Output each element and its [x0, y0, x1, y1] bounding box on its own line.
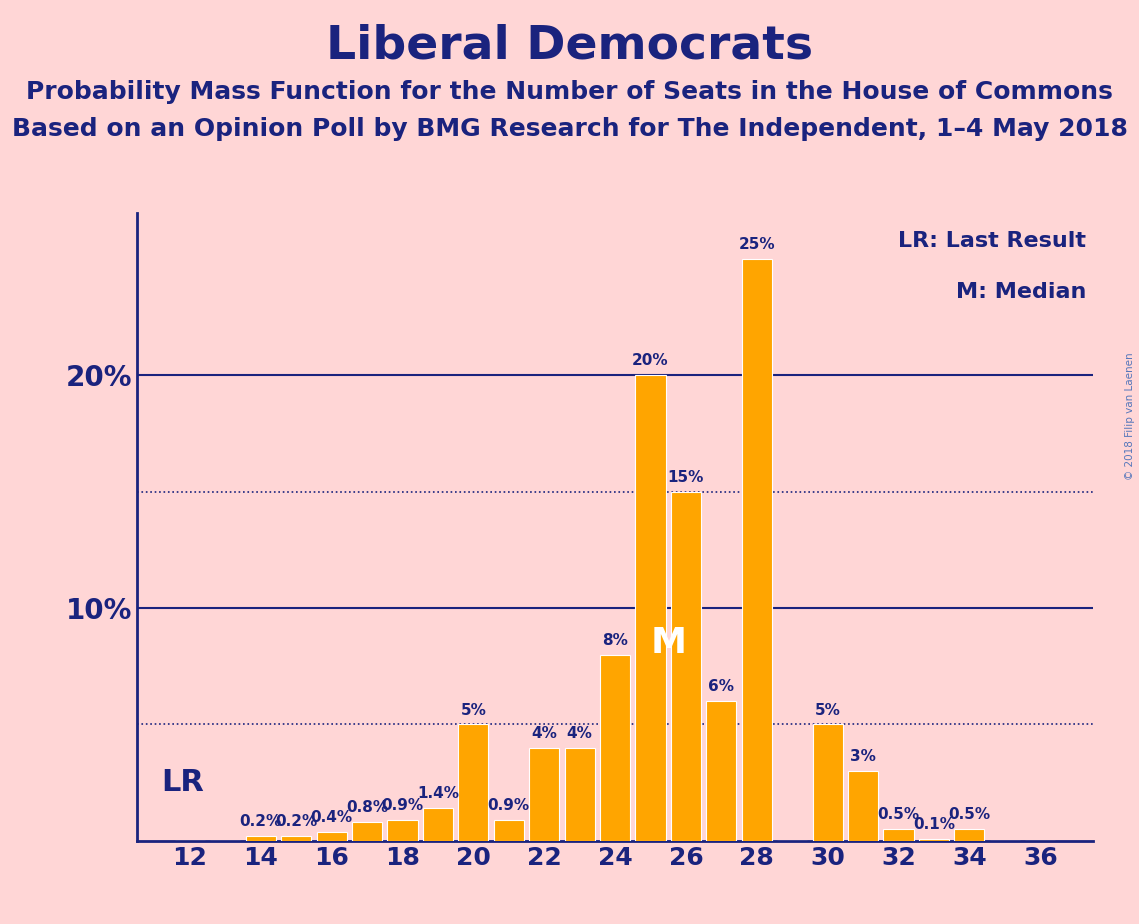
Text: 0.5%: 0.5%: [949, 808, 991, 822]
Text: 1.4%: 1.4%: [417, 786, 459, 801]
Bar: [636, 375, 665, 841]
Text: 0.5%: 0.5%: [877, 808, 919, 822]
Bar: [281, 836, 311, 841]
Text: 15%: 15%: [667, 469, 704, 485]
Bar: [849, 771, 878, 841]
Text: LR: LR: [162, 768, 204, 797]
Text: 8%: 8%: [603, 633, 628, 648]
Text: 4%: 4%: [567, 725, 592, 741]
Bar: [741, 259, 772, 841]
Text: 0.2%: 0.2%: [274, 814, 318, 829]
Text: 4%: 4%: [531, 725, 557, 741]
Text: 25%: 25%: [738, 237, 776, 252]
Bar: [565, 748, 595, 841]
Bar: [954, 829, 984, 841]
Bar: [706, 701, 737, 841]
Bar: [352, 822, 382, 841]
Text: © 2018 Filip van Laenen: © 2018 Filip van Laenen: [1125, 352, 1134, 480]
Text: 3%: 3%: [850, 749, 876, 764]
Text: Based on an Opinion Poll by BMG Research for The Independent, 1–4 May 2018: Based on an Opinion Poll by BMG Research…: [11, 117, 1128, 141]
Text: 0.4%: 0.4%: [311, 809, 353, 824]
Text: 0.1%: 0.1%: [913, 817, 954, 832]
Text: M: Median: M: Median: [956, 283, 1087, 302]
Bar: [458, 724, 489, 841]
Bar: [919, 838, 949, 841]
Bar: [246, 836, 276, 841]
Text: 6%: 6%: [708, 679, 735, 694]
Text: 5%: 5%: [460, 702, 486, 718]
Bar: [387, 820, 418, 841]
Text: 0.2%: 0.2%: [239, 814, 281, 829]
Bar: [530, 748, 559, 841]
Text: M: M: [650, 626, 686, 660]
Text: LR: Last Result: LR: Last Result: [899, 231, 1087, 251]
Bar: [493, 820, 524, 841]
Bar: [317, 832, 346, 841]
Text: Liberal Democrats: Liberal Democrats: [326, 23, 813, 68]
Text: Probability Mass Function for the Number of Seats in the House of Commons: Probability Mass Function for the Number…: [26, 80, 1113, 104]
Bar: [812, 724, 843, 841]
Bar: [600, 655, 630, 841]
Text: 0.8%: 0.8%: [346, 800, 388, 815]
Text: 0.9%: 0.9%: [382, 798, 424, 813]
Text: 5%: 5%: [814, 702, 841, 718]
Bar: [671, 492, 700, 841]
Bar: [423, 808, 453, 841]
Text: 0.9%: 0.9%: [487, 798, 530, 813]
Text: 20%: 20%: [632, 354, 669, 369]
Bar: [884, 829, 913, 841]
